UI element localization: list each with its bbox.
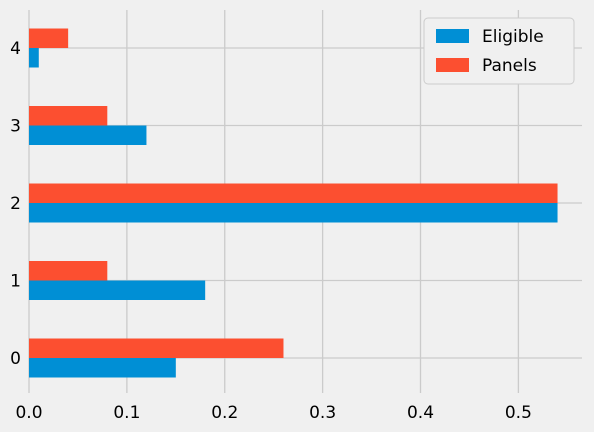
bar-panels [29,183,558,203]
y-tick-label: 0 [10,349,21,369]
x-tick-label: 0.2 [211,403,238,423]
bar-eligible [29,358,176,378]
legend-label-panels: Panels [482,56,537,76]
x-tick-label: 0.0 [15,403,42,423]
x-tick-label: 0.1 [113,403,140,423]
bar-panels [29,106,108,126]
bar-panels [29,28,69,48]
y-tick-label: 2 [10,194,21,214]
y-tick-label: 1 [10,272,21,292]
legend-swatch-eligible [436,29,469,43]
legend-label-eligible: Eligible [482,27,544,47]
bar-panels [29,338,284,358]
bar-eligible [29,48,39,68]
bar-eligible [29,203,558,223]
bar-eligible [29,280,206,300]
x-tick-label: 0.3 [309,403,336,423]
x-tick-label: 0.4 [407,403,434,423]
y-tick-label: 3 [10,117,21,137]
bar-panels [29,261,108,281]
y-tick-label: 4 [10,39,21,59]
bar-eligible [29,125,147,145]
x-tick-label: 0.5 [505,403,532,423]
tick-layer: 0.0 0.1 0.2 0.3 0.4 0.5 0 1 2 3 4 [10,39,532,423]
legend: Eligible Panels [423,17,575,85]
legend-swatch-panels [436,58,469,72]
bar-layer [29,28,558,378]
